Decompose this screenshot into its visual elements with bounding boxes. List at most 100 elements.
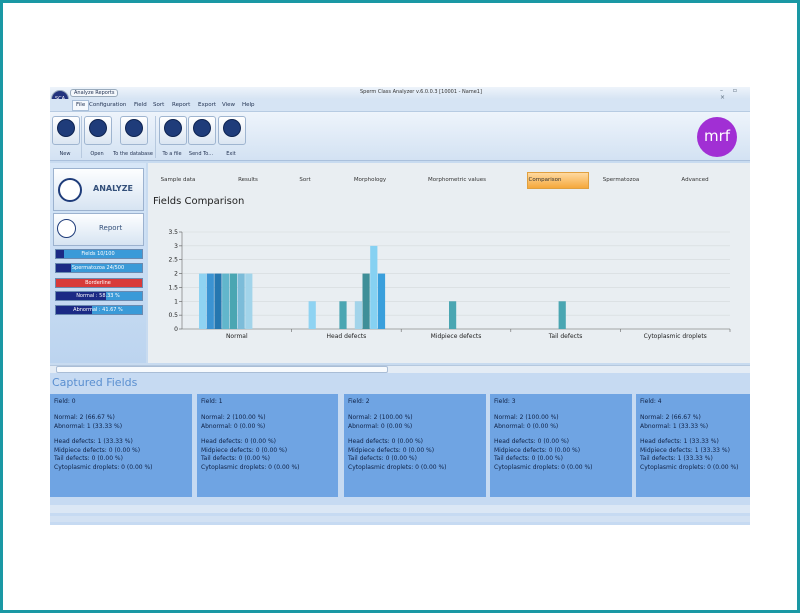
- field-card-title: Field: 3: [494, 398, 516, 405]
- field-card-line: Tail defects: 0 (0.00 %): [201, 455, 270, 463]
- field-card-line: Head defects: 0 (0.00 %): [348, 438, 423, 446]
- bar: [449, 301, 457, 329]
- status-text: Abnormal : 41.67 %: [73, 307, 123, 313]
- title-bar: [50, 87, 750, 99]
- y-tick-label: 0: [174, 326, 178, 333]
- field-card-line: Tail defects: 0 (0.00 %): [54, 455, 123, 463]
- status-text: Fields 10/100: [81, 251, 115, 257]
- toolbar-label: New: [59, 151, 71, 157]
- bar: [370, 245, 378, 329]
- bar: [199, 273, 207, 329]
- toolbar-icon: [57, 119, 75, 137]
- menu-item[interactable]: Sort: [153, 102, 165, 108]
- field-card-line: Tail defects: 0 (0.00 %): [348, 455, 417, 463]
- field-card-line: Tail defects: 1 (33.33 %): [640, 455, 713, 463]
- field-card[interactable]: [344, 394, 486, 497]
- toolbar-sep: [155, 116, 156, 158]
- bar: [362, 273, 370, 329]
- field-card[interactable]: [50, 394, 192, 497]
- tab[interactable]: Sample data: [160, 177, 196, 183]
- tab[interactable]: Advanced: [681, 177, 709, 183]
- analyze-button[interactable]: [53, 168, 144, 211]
- menu-item[interactable]: Field: [134, 102, 147, 108]
- report-label: Report: [99, 224, 123, 232]
- y-tick-label: 1: [174, 298, 178, 305]
- bar: [354, 301, 362, 329]
- tab[interactable]: Morphology: [353, 177, 387, 183]
- tab[interactable]: Spermatozoa: [602, 177, 640, 183]
- x-tick-label: Tail defects: [548, 333, 583, 340]
- toolbar-label: To the database: [113, 151, 153, 157]
- report-icon: [57, 219, 76, 238]
- field-card-line: Normal: 2 (66.67 %): [640, 414, 701, 421]
- menu-item[interactable]: Report: [172, 102, 191, 108]
- toolbar-label: To a file: [162, 151, 182, 157]
- menu-item[interactable]: Help: [242, 102, 255, 108]
- field-card-line: Head defects: 0 (0.00 %): [201, 438, 276, 446]
- field-card-line: Midpiece defects: 0 (0.00 %): [494, 446, 581, 454]
- field-card-line: Normal: 2 (100.00 %): [201, 414, 266, 421]
- status-bar: [55, 305, 143, 315]
- tab[interactable]: Comparison: [528, 177, 562, 183]
- menu-item[interactable]: View: [222, 102, 236, 108]
- status-text: Normal : 58.33 %: [76, 293, 120, 299]
- field-card-line: Abnormal: 0 (0.00 %): [494, 422, 559, 430]
- bar: [222, 273, 230, 329]
- menu-item[interactable]: File: [72, 100, 90, 111]
- field-card-line: Midpiece defects: 0 (0.00 %): [348, 446, 435, 454]
- analyze-label: ANALYZE: [93, 184, 133, 193]
- field-card-line: Head defects: 1 (33.33 %): [640, 438, 719, 446]
- menu-item[interactable]: Export: [198, 102, 217, 108]
- y-tick-label: 1.5: [168, 284, 178, 291]
- field-card-line: Head defects: 0 (0.00 %): [494, 438, 569, 446]
- x-tick-label: Cytoplasmic droplets: [644, 333, 707, 340]
- y-tick-label: 0.5: [168, 312, 178, 319]
- field-card-line: Tail defects: 0 (0.00 %): [494, 455, 563, 463]
- bar: [214, 273, 222, 329]
- brand-logo: mrf: [697, 117, 737, 157]
- field-card-title: Field: 2: [348, 398, 370, 405]
- bottom-stripe: [50, 516, 750, 522]
- chart-title: Fields Comparison: [153, 196, 245, 207]
- field-card-line: Head defects: 1 (33.33 %): [54, 438, 133, 446]
- y-tick-label: 3: [174, 243, 178, 250]
- analyze-icon: [58, 178, 82, 202]
- field-card[interactable]: [490, 394, 632, 497]
- field-card-line: Cytoplasmic droplets: 0 (0.00 %): [640, 464, 739, 471]
- field-card-line: Midpiece defects: 1 (33.33 %): [640, 446, 730, 454]
- status-text: Borderline: [85, 280, 111, 286]
- status-text: Spermatozoa 24/500: [71, 265, 125, 271]
- toolbar-label: Open: [90, 151, 104, 157]
- y-tick-label: 3.5: [168, 229, 178, 236]
- field-card-line: Abnormal: 0 (0.00 %): [348, 422, 413, 430]
- status-bar: [55, 249, 143, 259]
- field-card[interactable]: [636, 394, 750, 497]
- field-card-line: Normal: 2 (100.00 %): [348, 414, 413, 421]
- x-tick-label: Midpiece defects: [431, 333, 482, 340]
- field-card-line: Cytoplasmic droplets: 0 (0.00 %): [494, 464, 593, 471]
- h-scroll-thumb[interactable]: [56, 366, 388, 373]
- x-tick-label: Head defects: [327, 333, 367, 340]
- field-card-title: Field: 1: [201, 398, 223, 405]
- tab[interactable]: Morphometric values: [427, 177, 487, 183]
- content-panel: [148, 163, 750, 363]
- field-card-line: Normal: 2 (66.67 %): [54, 414, 115, 421]
- field-card-line: Abnormal: 1 (33.33 %): [54, 422, 123, 430]
- toolbar-icon: [125, 119, 143, 137]
- field-card[interactable]: [197, 394, 338, 497]
- report-button[interactable]: [53, 213, 144, 246]
- menu-bar: [50, 99, 750, 112]
- toolbar-label: Exit: [226, 151, 236, 157]
- field-card-line: Abnormal: 1 (33.33 %): [640, 422, 709, 430]
- tab[interactable]: Results: [238, 177, 258, 183]
- toolbar-icon: [223, 119, 241, 137]
- window-title: Sperm Class Analyzer v.6.0.0.3 [10001 - …: [360, 89, 482, 95]
- menu-item[interactable]: Configuration: [89, 102, 127, 108]
- status-fill: [56, 250, 64, 258]
- captured-title: Captured Fields: [52, 376, 138, 389]
- quick-tab[interactable]: Analyze Reports: [70, 89, 119, 97]
- field-card-line: Abnormal: 0 (0.00 %): [201, 422, 266, 430]
- bottom-stripe: [50, 505, 750, 513]
- y-tick-label: 2: [174, 271, 178, 278]
- tab[interactable]: Sort: [299, 177, 311, 183]
